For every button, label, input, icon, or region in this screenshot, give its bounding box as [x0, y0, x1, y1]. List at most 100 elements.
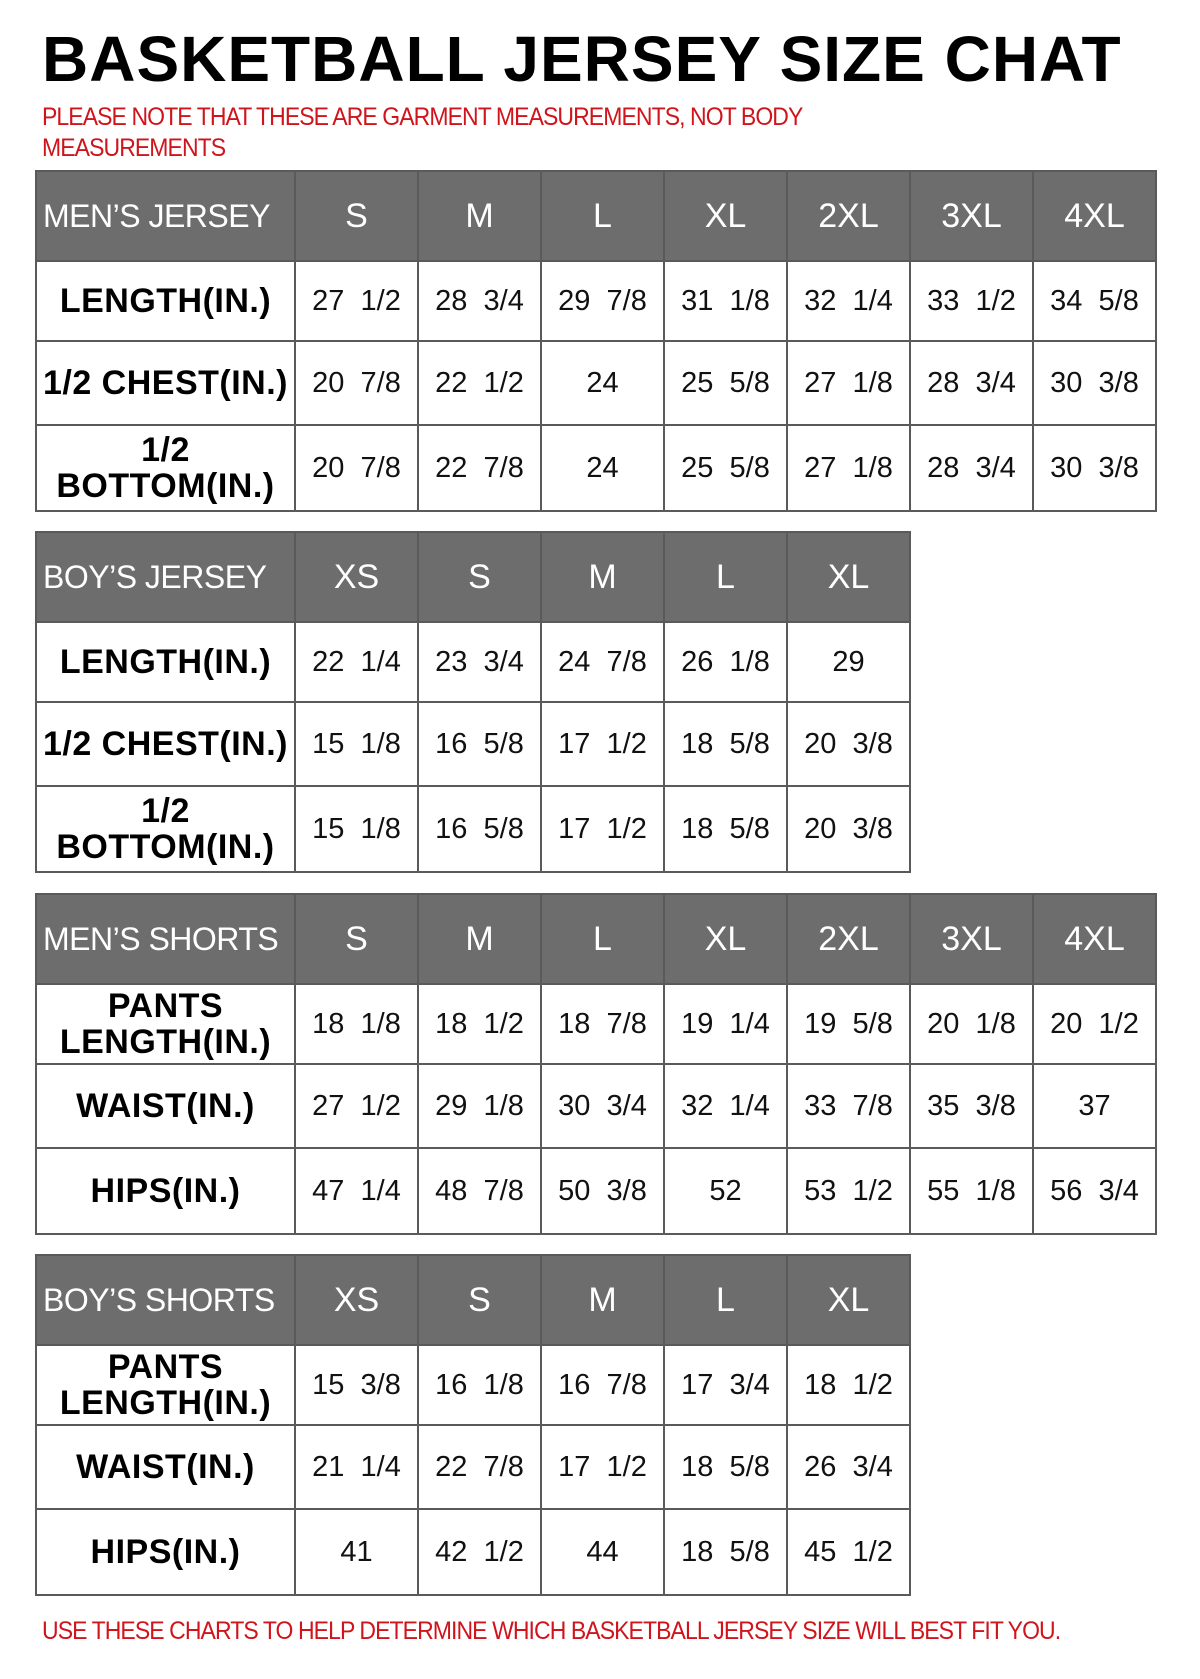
size-header: L [663, 531, 788, 623]
measurement-value: 20 7/8 [294, 340, 419, 426]
size-header: S [294, 170, 419, 262]
measurement-value: 18 5/8 [663, 701, 788, 787]
size-header: 4XL [1032, 893, 1157, 985]
table-title: BOY’S SHORTS [35, 1254, 296, 1346]
measurement-value: 33 1/2 [909, 260, 1034, 342]
size-table: MEN’S JERSEY S M L XL 2XL 3XL 4XL LENGTH(IN.) 27 … [35, 170, 1157, 512]
measurement-value: 20 7/8 [294, 424, 419, 512]
measurement-value: 18 1/2 [786, 1344, 911, 1426]
measurement-value: 47 1/4 [294, 1147, 419, 1235]
measurement-value: 22 1/2 [417, 340, 542, 426]
measurement-value: 20 1/2 [1032, 983, 1157, 1065]
measurement-value: 18 1/2 [417, 983, 542, 1065]
measurement-value: 18 1/8 [294, 983, 419, 1065]
size-header: 4XL [1032, 170, 1157, 262]
size-header: M [540, 531, 665, 623]
measurement-value: 25 5/8 [663, 340, 788, 426]
measurement-value: 16 5/8 [417, 785, 542, 873]
measurement-value: 35 3/8 [909, 1063, 1034, 1149]
measurement-label: HIPS(IN.) [35, 1147, 296, 1235]
measurement-value: 33 7/8 [786, 1063, 911, 1149]
measurement-value: 30 3/8 [1032, 424, 1157, 512]
page-title: BASKETBALL JERSEY SIZE CHAT [42, 23, 1122, 95]
size-header: L [540, 893, 665, 985]
table-header-row: BOY’S JERSEY XS S M L XL [35, 531, 911, 623]
measurement-value: 16 1/8 [417, 1344, 542, 1426]
measurement-value: 17 1/2 [540, 1424, 665, 1510]
table-row: WAIST(IN.) 21 1/4 22 7/8 17 1/2 18 5/8 26 3/4 [35, 1424, 911, 1510]
table-title: BOY’S JERSEY [35, 531, 296, 623]
measurement-label: LENGTH(IN.) [35, 260, 296, 342]
measurement-value: 30 3/4 [540, 1063, 665, 1149]
measurement-value: 22 1/4 [294, 621, 419, 703]
table-row: LENGTH(IN.) 27 1/2 28 3/4 29 7/8 31 1/8 32 1/… [35, 260, 1157, 342]
size-header: L [540, 170, 665, 262]
table-header-row: BOY’S SHORTS XS S M L XL [35, 1254, 911, 1346]
measurement-value: 24 7/8 [540, 621, 665, 703]
size-header: XL [663, 893, 788, 985]
measurement-label: LENGTH(IN.) [35, 621, 296, 703]
measurement-value: 17 1/2 [540, 701, 665, 787]
measurement-label: HIPS(IN.) [35, 1508, 296, 1596]
measurement-value: 29 1/8 [417, 1063, 542, 1149]
measurement-value: 15 1/8 [294, 701, 419, 787]
measurement-value: 24 [540, 424, 665, 512]
measurement-value: 20 1/8 [909, 983, 1034, 1065]
measurement-label: PANTS LENGTH(IN.) [35, 1344, 296, 1426]
size-header: S [294, 893, 419, 985]
size-header: S [417, 531, 542, 623]
garment-note: PLEASE NOTE THAT THESE ARE GARMENT MEASU… [42, 103, 803, 162]
table-row: 1/2 CHEST(IN.) 20 7/8 22 1/2 24 25 5/8 27 1/8… [35, 340, 1157, 426]
measurement-value: 20 3/8 [786, 701, 911, 787]
size-header: L [663, 1254, 788, 1346]
table-title: MEN’S SHORTS [35, 893, 296, 985]
measurement-value: 27 1/8 [786, 424, 911, 512]
measurement-label: 1/2 CHEST(IN.) [35, 701, 296, 787]
measurement-value: 24 [540, 340, 665, 426]
size-table: MEN’S SHORTS S M L XL 2XL 3XL 4XL PANTS LENGTH(I… [35, 893, 1157, 1235]
measurement-value: 27 1/8 [786, 340, 911, 426]
measurement-value: 28 3/4 [417, 260, 542, 342]
size-table: BOY’S JERSEY XS S M L XL LENGTH(IN.) 22 1/4 23 3… [35, 531, 911, 873]
table-row: PANTS LENGTH(IN.) 15 3/8 16 1/8 16 7/8 17 3/… [35, 1344, 911, 1426]
measurement-value: 41 [294, 1508, 419, 1596]
measurement-value: 28 3/4 [909, 340, 1034, 426]
measurement-value: 45 1/2 [786, 1508, 911, 1596]
measurement-label: 1/2 BOTTOM(IN.) [35, 424, 296, 512]
measurement-value: 32 1/4 [786, 260, 911, 342]
table-title: MEN’S JERSEY [35, 170, 296, 262]
measurement-value: 15 3/8 [294, 1344, 419, 1426]
size-header: 2XL [786, 893, 911, 985]
measurement-value: 26 3/4 [786, 1424, 911, 1510]
table-row: HIPS(IN.) 41 42 1/2 44 18 5/8 45 1/2 [35, 1508, 911, 1596]
measurement-value: 18 5/8 [663, 1424, 788, 1510]
measurement-value: 29 7/8 [540, 260, 665, 342]
measurement-value: 29 [786, 621, 911, 703]
measurement-value: 17 3/4 [663, 1344, 788, 1426]
table-header-row: MEN’S JERSEY S M L XL 2XL 3XL 4XL [35, 170, 1157, 262]
measurement-value: 44 [540, 1508, 665, 1596]
measurement-value: 19 1/4 [663, 983, 788, 1065]
measurement-value: 18 5/8 [663, 1508, 788, 1596]
size-header: 2XL [786, 170, 911, 262]
size-header: XS [294, 531, 419, 623]
table-row: PANTS LENGTH(IN.) 18 1/8 18 1/2 18 7/8 19 1/… [35, 983, 1157, 1065]
table-header-row: MEN’S SHORTS S M L XL 2XL 3XL 4XL [35, 893, 1157, 985]
table-row: 1/2 BOTTOM(IN.) 20 7/8 22 7/8 24 25 5/8 27 1/… [35, 424, 1157, 512]
measurement-value: 53 1/2 [786, 1147, 911, 1235]
measurement-value: 27 1/2 [294, 1063, 419, 1149]
measurement-value: 30 3/8 [1032, 340, 1157, 426]
measurement-value: 18 5/8 [663, 785, 788, 873]
size-header: M [417, 893, 542, 985]
measurement-label: WAIST(IN.) [35, 1063, 296, 1149]
footer-note: USE THESE CHARTS TO HELP DETERMINE WHICH… [42, 1617, 1061, 1645]
table-row: LENGTH(IN.) 22 1/4 23 3/4 24 7/8 26 1/8 29 [35, 621, 911, 703]
measurement-value: 17 1/2 [540, 785, 665, 873]
size-table: BOY’S SHORTS XS S M L XL PANTS LENGTH(IN.) 15 3… [35, 1254, 911, 1596]
measurement-value: 23 3/4 [417, 621, 542, 703]
measurement-value: 34 5/8 [1032, 260, 1157, 342]
measurement-value: 50 3/8 [540, 1147, 665, 1235]
measurement-value: 48 7/8 [417, 1147, 542, 1235]
size-header: XS [294, 1254, 419, 1346]
size-header: 3XL [909, 170, 1034, 262]
